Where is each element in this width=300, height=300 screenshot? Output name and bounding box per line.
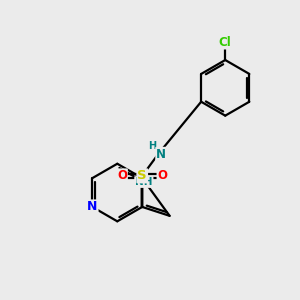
Text: Cl: Cl [219, 35, 232, 49]
Text: N: N [156, 148, 166, 161]
Text: NH: NH [135, 177, 153, 187]
Text: H: H [148, 141, 157, 152]
Text: O: O [117, 169, 127, 182]
Text: S: S [137, 169, 147, 182]
Text: N: N [87, 200, 98, 213]
Text: O: O [158, 169, 167, 182]
